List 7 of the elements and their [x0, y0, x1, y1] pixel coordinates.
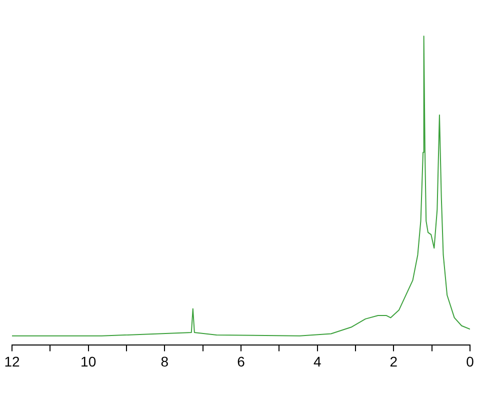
x-tick-label: 0 — [466, 353, 474, 370]
x-tick-label: 10 — [80, 353, 96, 370]
x-tick-label: 4 — [313, 353, 322, 370]
x-tick-label: 8 — [160, 353, 169, 370]
x-tick-label: 12 — [4, 353, 20, 370]
x-tick-label: 6 — [237, 353, 246, 370]
x-tick-label: 2 — [390, 353, 398, 370]
